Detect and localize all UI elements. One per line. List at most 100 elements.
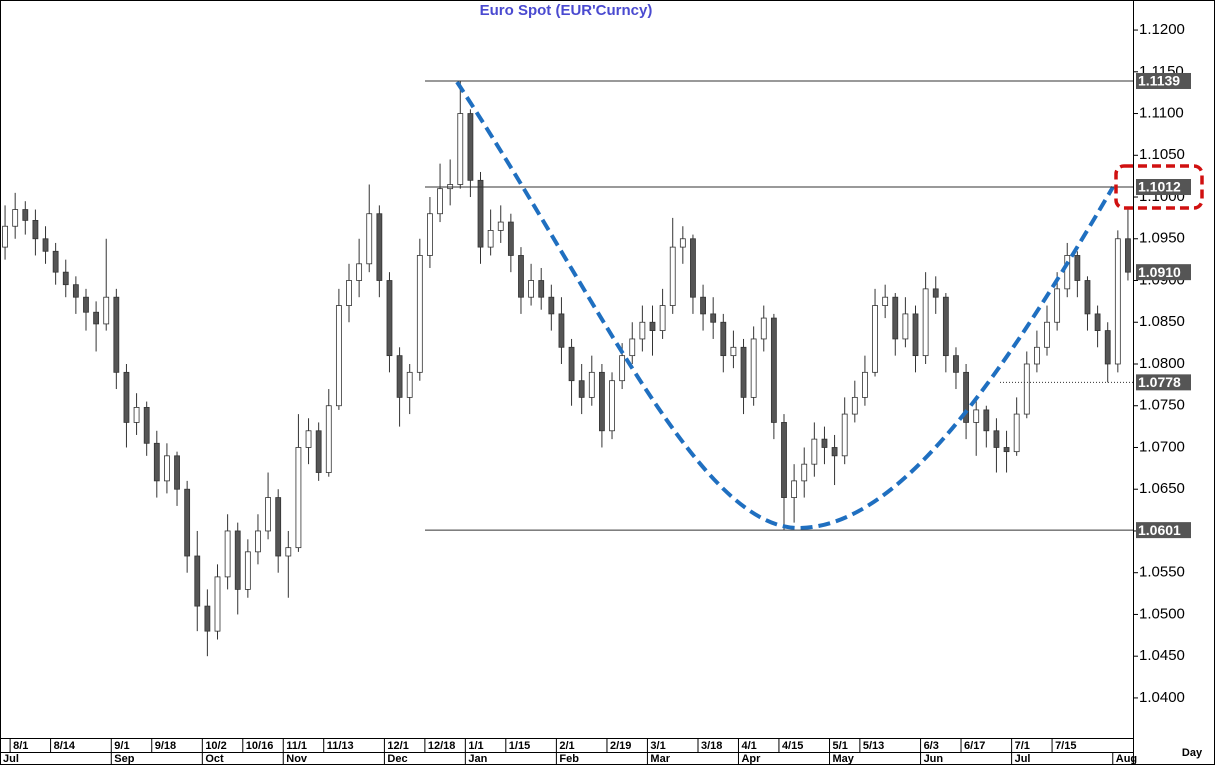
x-tick-label: 12/18 [428,740,456,752]
plot: 1.04001.04501.05001.05501.06001.06501.07… [0,21,1185,765]
candle-body [953,355,959,373]
candle-body [244,551,251,590]
x-tick-label: 11/13 [327,740,354,752]
x-tick-label: 11/1 [286,740,307,752]
x-tick-label: 5/13 [863,740,884,752]
candle-body [406,371,413,398]
x-axis-label: Day [1182,747,1203,759]
candle-body [234,530,241,590]
candle-body [518,255,524,298]
candle-body [346,280,352,306]
candle-body [52,250,59,273]
candle-body [912,313,919,357]
candle-body [42,238,49,252]
x-tick-label: 3/18 [701,740,722,752]
candle-body [730,346,737,357]
candle-body [315,430,322,473]
month-label: Sep [114,753,134,765]
candle-body [892,296,899,340]
candle-body [93,311,100,325]
candle-body [1094,313,1101,331]
candle-body [153,442,160,482]
level-box [1136,522,1191,539]
candle-body [1104,330,1111,365]
candle-body [811,438,818,465]
candle-body [1023,363,1030,415]
candle-body [862,371,868,398]
candle-body [194,555,201,607]
x-tick-label: 9/18 [155,740,176,752]
candle-body [1003,447,1010,453]
candle-body [669,246,676,306]
x-tick-label: 7/15 [1055,740,1076,752]
candle-body [932,288,939,298]
candle-body [32,219,39,240]
candle-body [902,313,909,340]
cup-curve [455,80,1115,531]
y-tick-label: 1.0500 [1139,605,1185,622]
candle-body [963,371,969,423]
candle-body [2,225,8,248]
candle-body [103,296,110,325]
candle-body [690,238,696,298]
candle-body [821,438,828,448]
y-tick-label: 1.0550 [1139,564,1185,581]
candle-body [113,296,120,373]
candle-body [224,530,231,578]
y-tick-label: 1.1200 [1139,21,1185,38]
candle-body [164,455,170,482]
candle-body [366,213,373,265]
candle-body [882,296,889,306]
x-tick-label: 2/1 [559,740,574,752]
candle-body [578,380,585,398]
candle-body [1054,288,1061,323]
candle-body [629,338,636,357]
month-label: Jul [1015,753,1031,765]
month-label: May [833,753,855,765]
candle-body [1114,238,1121,365]
level-label: 1.1012 [1138,179,1181,195]
candle-body [416,255,423,373]
x-tick-label: 5/1 [833,740,848,752]
candle-body [760,317,767,340]
candle-body [983,409,990,432]
candle-body [922,288,929,357]
candle-body [831,447,838,457]
candle-body [72,284,79,298]
x-tick-label: 4/1 [741,740,756,752]
candle-body [599,371,605,432]
candle-body [679,238,686,248]
candle-body [1084,280,1091,315]
candle-body [588,371,595,398]
candle-body [639,321,646,340]
month-label: Mar [650,753,670,765]
candle-body [295,447,302,549]
candle-body [851,396,858,415]
x-tick-label: 10/16 [246,740,274,752]
x-tick-label: 6/3 [924,740,939,752]
x-tick-label: 1/15 [509,740,530,752]
candle-body [619,355,626,382]
candle-body [133,407,140,423]
candle-body [386,280,393,357]
candle-body [942,296,949,357]
candle-body [801,463,808,482]
candle-body [700,296,706,315]
x-tick-label: 4/15 [782,740,803,752]
candle-body [255,530,261,553]
x-tick-label: 7/1 [1015,740,1030,752]
x-tick-label: 1/1 [468,740,483,752]
candle-body [1033,346,1040,365]
x-tick-label: 9/1 [114,740,129,752]
y-tick-label: 1.0450 [1139,647,1185,664]
candle-body [973,409,980,423]
candle-body [538,280,545,298]
candle-body [457,113,464,185]
y-tick-label: 1.0850 [1139,313,1185,330]
level-label: 1.1139 [1138,73,1180,89]
candle-body [285,547,292,557]
candle-body [1125,238,1131,273]
level-box [1136,374,1191,391]
x-tick-label: 8/14 [54,740,76,752]
